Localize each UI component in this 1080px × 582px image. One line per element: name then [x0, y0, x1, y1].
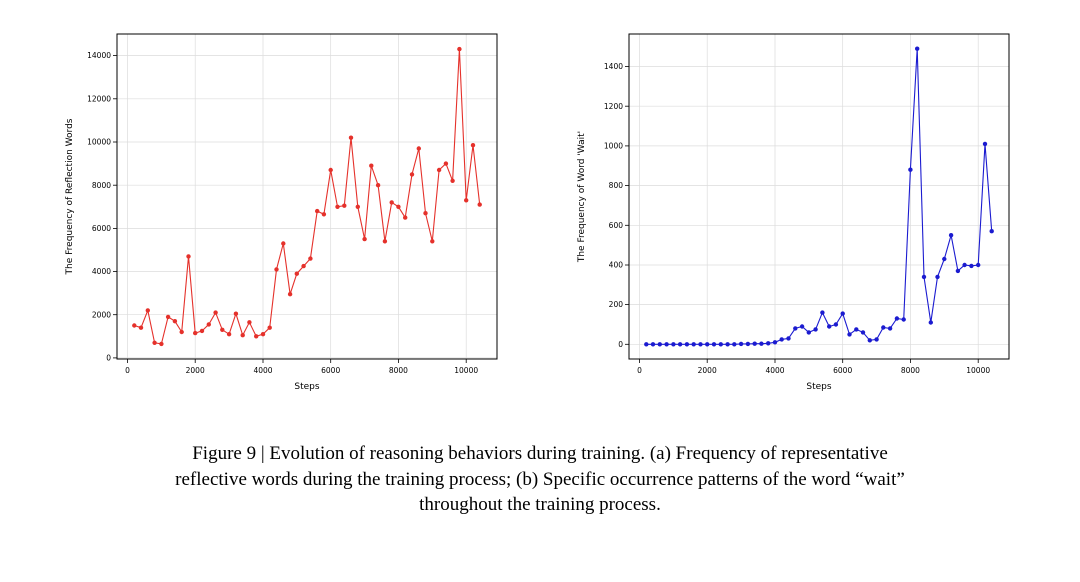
- svg-text:1400: 1400: [604, 62, 623, 71]
- svg-text:6000: 6000: [321, 366, 340, 375]
- caption-line-2: reflective words during the training pro…: [175, 468, 905, 490]
- figure-caption: Figure 9 | Evolution of reasoning behavi…: [0, 441, 1080, 518]
- svg-text:12000: 12000: [87, 94, 111, 103]
- word-wait-chart: 0 200 400 600 800 1000 1200 1400 0 2000 4000 6000 80…: [571, 20, 1021, 405]
- svg-text:1200: 1200: [604, 102, 623, 111]
- svg-text:2000: 2000: [186, 366, 205, 375]
- svg-text:4000: 4000: [92, 267, 111, 276]
- svg-text:600: 600: [609, 221, 624, 230]
- svg-text:200: 200: [609, 300, 624, 309]
- svg-text:0: 0: [637, 366, 642, 375]
- reflection-words-chart: 0 2000 4000 6000 8000 10000 12000 14000 0 2000 400…: [59, 20, 509, 405]
- svg-text:8000: 8000: [901, 366, 920, 375]
- svg-text:0: 0: [125, 366, 130, 375]
- svg-text:6000: 6000: [833, 366, 852, 375]
- caption-line-1: Figure 9 | Evolution of reasoning behavi…: [192, 443, 888, 464]
- svg-text:6000: 6000: [92, 224, 111, 233]
- svg-text:8000: 8000: [389, 366, 408, 375]
- svg-text:10000: 10000: [454, 366, 478, 375]
- svg-text:400: 400: [609, 261, 624, 270]
- svg-text:Steps: Steps: [806, 382, 831, 392]
- svg-text:The Frequency of Reflection Wo: The Frequency of Reflection Words: [65, 118, 75, 275]
- svg-text:Steps: Steps: [294, 382, 319, 392]
- svg-text:1000: 1000: [604, 142, 623, 151]
- svg-text:10000: 10000: [87, 138, 111, 147]
- svg-text:4000: 4000: [253, 366, 272, 375]
- caption-line-3: throughout the training process.: [419, 494, 661, 516]
- svg-text:800: 800: [609, 181, 624, 190]
- svg-text:2000: 2000: [698, 366, 717, 375]
- svg-text:The Frequency of Word 'Wait': The Frequency of Word 'Wait': [577, 131, 587, 263]
- svg-text:14000: 14000: [87, 51, 111, 60]
- svg-text:4000: 4000: [765, 366, 784, 375]
- svg-text:8000: 8000: [92, 181, 111, 190]
- svg-text:2000: 2000: [92, 310, 111, 319]
- svg-text:0: 0: [618, 340, 623, 349]
- charts-row: 0 2000 4000 6000 8000 10000 12000 14000 0 2000 400…: [59, 20, 1021, 405]
- svg-text:10000: 10000: [966, 366, 990, 375]
- svg-text:0: 0: [106, 354, 111, 363]
